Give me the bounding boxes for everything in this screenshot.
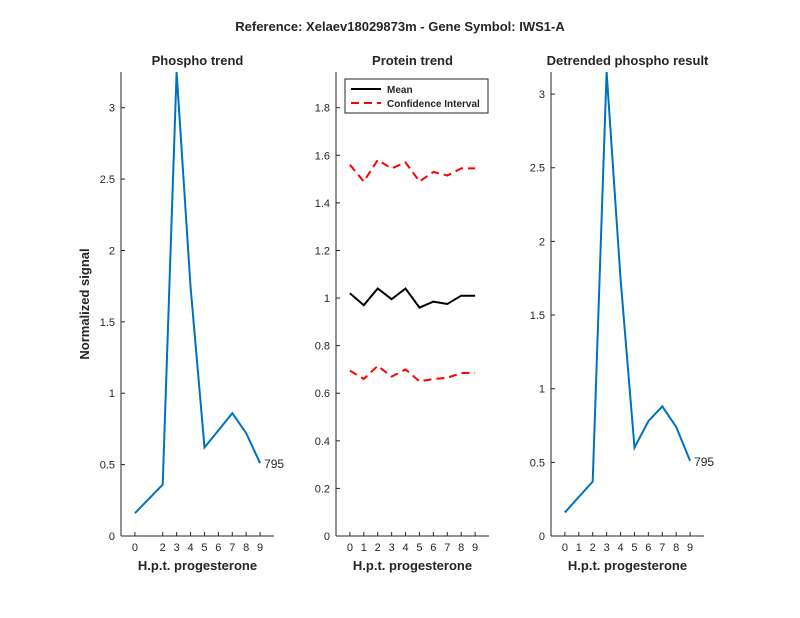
y-tick-label: 1.6 <box>315 150 330 162</box>
x-tick-label: 4 <box>402 542 408 554</box>
x-tick-label: 6 <box>215 542 221 554</box>
y-tick-label: 0 <box>324 531 330 543</box>
x-tick-label: 1 <box>361 542 367 554</box>
y-tick-label: 2.5 <box>100 174 115 186</box>
x-tick-label: 9 <box>257 542 263 554</box>
x-tick-label: 3 <box>604 542 610 554</box>
x-tick-label: 1 <box>576 542 582 554</box>
y-tick-label: 3 <box>109 103 115 115</box>
x-axis-label: H.p.t. progesterone <box>138 558 257 573</box>
x-tick-label: 7 <box>444 542 450 554</box>
y-tick-label: 1 <box>324 293 330 305</box>
x-tick-label: 9 <box>687 542 693 554</box>
protein-trend-panel: 00.20.40.60.811.21.41.61.80 1 2 3 4 5 6 7 8 9Prot… <box>315 53 489 573</box>
y-tick-label: 0 <box>539 531 545 543</box>
x-tick-label: 0 <box>562 542 568 554</box>
x-tick-label: 8 <box>673 542 679 554</box>
legend-label: Mean <box>387 85 413 96</box>
x-tick-label: 3 <box>174 542 180 554</box>
y-tick-label: 0.2 <box>315 483 330 495</box>
y-tick-label: 0.6 <box>315 388 330 400</box>
y-tick-label: 0.4 <box>315 436 330 448</box>
x-axis-label: H.p.t. progesterone <box>568 558 687 573</box>
y-tick-label: 1 <box>539 384 545 396</box>
series-line-mean-0 <box>349 287 476 309</box>
y-tick-label: 1 <box>109 388 115 400</box>
x-tick-label: 7 <box>229 542 235 554</box>
x-tick-label: 6 <box>645 542 651 554</box>
y-tick-label: 1.8 <box>315 103 330 115</box>
x-tick-label: 5 <box>631 542 637 554</box>
y-axis-label: Normalized signal <box>77 248 92 359</box>
series-line-data-0 <box>134 71 262 514</box>
x-tick-label: 2 <box>375 542 381 554</box>
x-tick-label: 6 <box>430 542 436 554</box>
y-tick-label: 1.5 <box>100 317 115 329</box>
series-line-confidence-interval-1 <box>349 158 476 184</box>
x-tick-label: 2 <box>160 542 166 554</box>
x-tick-label: 5 <box>201 542 207 554</box>
legend-label: Confidence Interval <box>387 99 480 110</box>
figure-suptitle: Reference: Xelaev18029873m - Gene Symbol… <box>235 19 565 34</box>
y-tick-label: 3 <box>539 89 545 101</box>
series-line-confidence-interval-2 <box>349 364 476 383</box>
panel-title: Phospho trend <box>152 53 244 68</box>
y-tick-label: 2 <box>539 236 545 248</box>
panel-title: Protein trend <box>372 53 453 68</box>
y-tick-label: 0.5 <box>100 460 115 472</box>
y-tick-label: 1.4 <box>315 198 330 210</box>
x-tick-label: 3 <box>389 542 395 554</box>
point-annotation: 795 <box>694 455 714 469</box>
y-tick-label: 2 <box>109 245 115 257</box>
x-tick-label: 2 <box>590 542 596 554</box>
panel-title: Detrended phospho result <box>547 53 709 68</box>
x-tick-label: 7 <box>659 542 665 554</box>
x-tick-label: 4 <box>617 542 623 554</box>
x-tick-label: 9 <box>472 542 478 554</box>
series-line-data-0 <box>564 71 692 514</box>
x-tick-label: 8 <box>243 542 249 554</box>
point-annotation: 795 <box>264 457 284 471</box>
legend: Mean Confidence Interval <box>344 78 489 114</box>
legend-box <box>344 78 489 114</box>
x-tick-label: 8 <box>458 542 464 554</box>
y-tick-label: 1.2 <box>315 245 330 257</box>
y-tick-label: 0.8 <box>315 341 330 353</box>
x-tick-label: 0 <box>132 542 138 554</box>
y-tick-label: 0 <box>109 531 115 543</box>
x-tick-label: 4 <box>187 542 193 554</box>
x-tick-label: 5 <box>416 542 422 554</box>
x-tick-label: 0 <box>347 542 353 554</box>
x-axis-label: H.p.t. progesterone <box>353 558 472 573</box>
y-tick-label: 1.5 <box>530 310 545 322</box>
y-tick-label: 0.5 <box>530 457 545 469</box>
y-tick-label: 2.5 <box>530 163 545 175</box>
